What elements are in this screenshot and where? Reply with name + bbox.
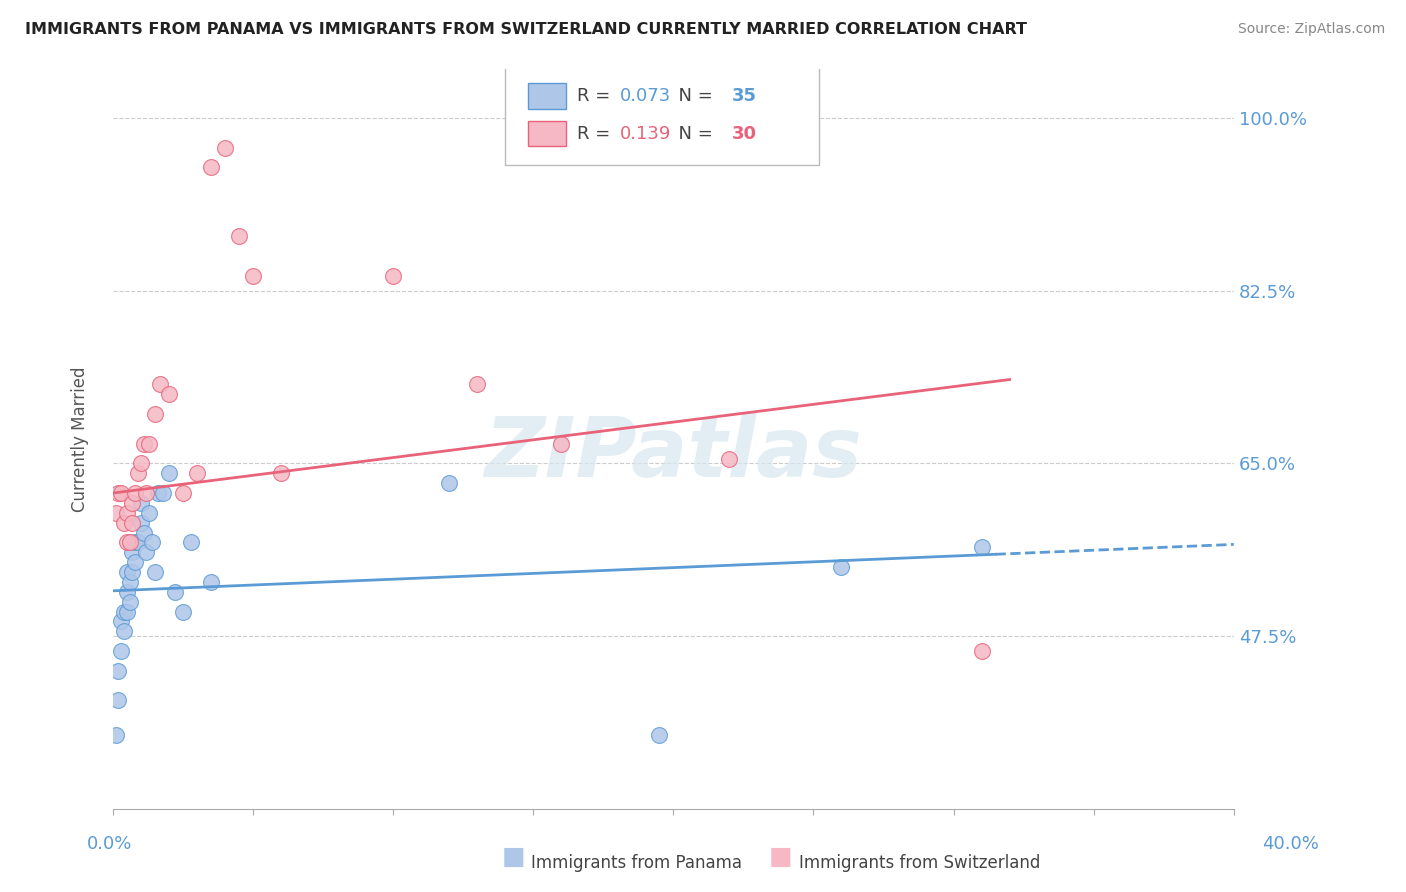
Point bbox=[132, 525, 155, 540]
Point bbox=[718, 451, 741, 466]
Point bbox=[110, 615, 132, 629]
Text: R =: R = bbox=[576, 87, 616, 105]
Point bbox=[135, 545, 157, 559]
Point bbox=[112, 624, 135, 639]
Point bbox=[112, 516, 135, 530]
Point bbox=[107, 664, 129, 678]
Point bbox=[110, 644, 132, 658]
Text: 0.0%: 0.0% bbox=[87, 835, 132, 853]
Point bbox=[118, 535, 141, 549]
Point bbox=[104, 506, 127, 520]
Point bbox=[112, 605, 135, 619]
FancyBboxPatch shape bbox=[527, 84, 565, 109]
Point bbox=[121, 516, 143, 530]
Point bbox=[200, 161, 222, 175]
Point bbox=[648, 728, 671, 742]
Point bbox=[118, 595, 141, 609]
Text: ZIPatlas: ZIPatlas bbox=[485, 413, 862, 494]
Point bbox=[465, 377, 488, 392]
Point bbox=[129, 516, 152, 530]
Point bbox=[157, 387, 180, 401]
Point bbox=[146, 486, 169, 500]
Point bbox=[242, 268, 264, 283]
Point bbox=[115, 535, 138, 549]
Point bbox=[129, 457, 152, 471]
Point bbox=[115, 565, 138, 579]
Point bbox=[124, 486, 146, 500]
FancyBboxPatch shape bbox=[527, 121, 565, 146]
Point bbox=[172, 605, 194, 619]
Text: 35: 35 bbox=[731, 87, 756, 105]
Text: N =: N = bbox=[666, 125, 718, 143]
Point bbox=[180, 535, 202, 549]
Point bbox=[129, 496, 152, 510]
Point bbox=[186, 467, 208, 481]
Text: Immigrants from Switzerland: Immigrants from Switzerland bbox=[799, 855, 1040, 872]
Point bbox=[382, 268, 405, 283]
Point bbox=[115, 584, 138, 599]
Point bbox=[115, 506, 138, 520]
Text: N =: N = bbox=[666, 87, 718, 105]
Point bbox=[970, 644, 993, 658]
Point bbox=[107, 486, 129, 500]
Point bbox=[970, 541, 993, 555]
Point bbox=[127, 535, 149, 549]
Point bbox=[138, 436, 160, 450]
Point bbox=[228, 229, 250, 244]
FancyBboxPatch shape bbox=[505, 65, 820, 165]
Point bbox=[118, 574, 141, 589]
Text: ■: ■ bbox=[769, 845, 792, 869]
Text: 0.073: 0.073 bbox=[620, 87, 671, 105]
Text: Immigrants from Panama: Immigrants from Panama bbox=[531, 855, 742, 872]
Point bbox=[121, 565, 143, 579]
Point bbox=[437, 476, 460, 491]
Point bbox=[143, 565, 166, 579]
Point bbox=[115, 605, 138, 619]
Y-axis label: Currently Married: Currently Married bbox=[72, 366, 89, 511]
Point bbox=[550, 436, 572, 450]
Text: 0.139: 0.139 bbox=[620, 125, 671, 143]
Text: 30: 30 bbox=[731, 125, 756, 143]
Text: IMMIGRANTS FROM PANAMA VS IMMIGRANTS FROM SWITZERLAND CURRENTLY MARRIED CORRELAT: IMMIGRANTS FROM PANAMA VS IMMIGRANTS FRO… bbox=[25, 22, 1028, 37]
Text: Source: ZipAtlas.com: Source: ZipAtlas.com bbox=[1237, 22, 1385, 37]
Point bbox=[214, 140, 236, 154]
Point bbox=[172, 486, 194, 500]
Point bbox=[157, 467, 180, 481]
Point bbox=[107, 693, 129, 707]
Point bbox=[200, 574, 222, 589]
Point bbox=[138, 506, 160, 520]
Text: 40.0%: 40.0% bbox=[1263, 835, 1319, 853]
Point bbox=[149, 377, 172, 392]
Point bbox=[121, 545, 143, 559]
Point bbox=[124, 555, 146, 569]
Text: R =: R = bbox=[576, 125, 616, 143]
Point bbox=[127, 467, 149, 481]
Point bbox=[270, 467, 292, 481]
Point bbox=[830, 560, 852, 574]
Point bbox=[135, 486, 157, 500]
Point bbox=[141, 535, 163, 549]
Point bbox=[121, 496, 143, 510]
Text: ■: ■ bbox=[502, 845, 524, 869]
Point bbox=[152, 486, 174, 500]
Point bbox=[110, 486, 132, 500]
Point bbox=[132, 436, 155, 450]
Point bbox=[124, 535, 146, 549]
Point bbox=[104, 728, 127, 742]
Point bbox=[143, 407, 166, 421]
Point bbox=[163, 584, 186, 599]
